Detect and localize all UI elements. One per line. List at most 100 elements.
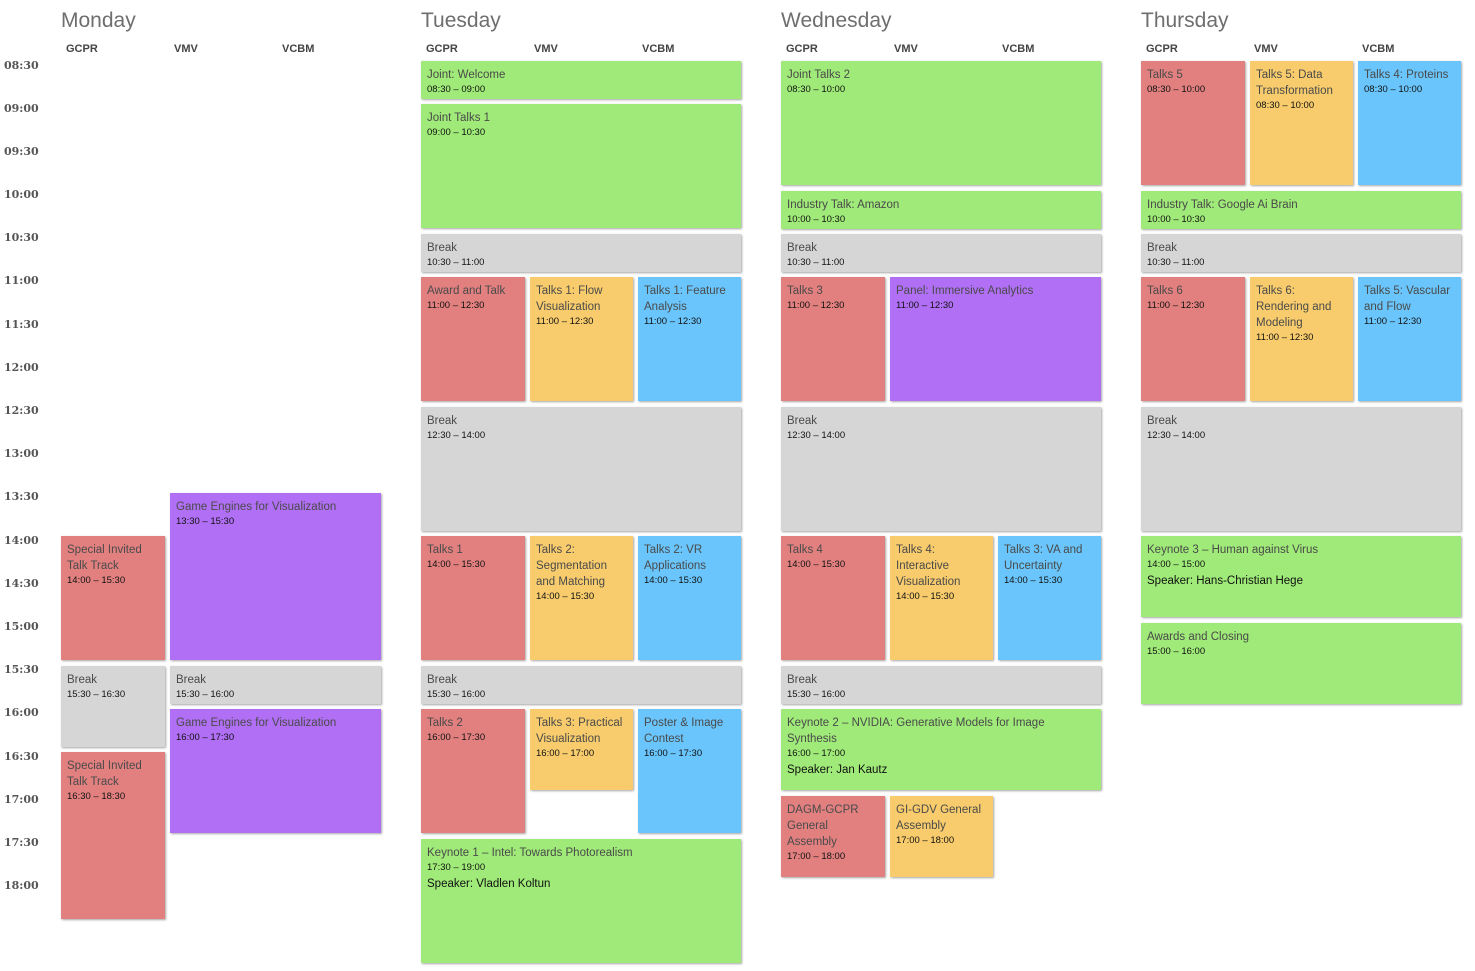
event-break[interactable]: Break 10:30 – 11:00 <box>421 234 741 272</box>
track-header-vcbm: VCBM <box>642 43 675 55</box>
event-time: 16:00 – 17:30 <box>176 732 235 743</box>
event-practical-visualization[interactable]: Talks 3: Practical Visualization 16:00 –… <box>530 709 633 790</box>
event-vr-applications[interactable]: Talks 2: VR Applications 14:00 – 15:30 <box>638 536 741 660</box>
event-game-engines[interactable]: Game Engines for Visualization 16:00 – 1… <box>170 709 381 833</box>
event-flow-visualization[interactable]: Talks 1: Flow Visualization 11:00 – 12:3… <box>530 277 633 401</box>
track-header-vcbm: VCBM <box>282 43 315 55</box>
event-time: 15:30 – 16:00 <box>787 689 846 700</box>
track-header-gcpr: GCPR <box>66 43 98 55</box>
event-time: 10:30 – 11:00 <box>427 257 485 268</box>
event-title: Break <box>1147 242 1178 254</box>
event-title: Break <box>787 674 818 686</box>
event-proteins[interactable]: Talks 4: Proteins 08:30 – 10:00 <box>1358 61 1461 185</box>
event-award-and-talk[interactable]: Award and Talk 11:00 – 12:30 <box>421 277 525 401</box>
event-time: 11:00 – 12:30 <box>1364 316 1422 327</box>
time-label: 10:30 <box>4 231 39 244</box>
event-time: 16:30 – 18:30 <box>67 791 126 802</box>
event-title: Keynote 2 – NVIDIA: Generative Models fo… <box>787 717 1045 745</box>
event-industry-talk-amazon[interactable]: Industry Talk: Amazon 10:00 – 10:30 <box>781 191 1101 229</box>
event-title: Industry Talk: Amazon <box>787 199 900 211</box>
event-title: Break <box>787 415 818 427</box>
event-joint-welcome[interactable]: Joint: Welcome 08:30 – 09:00 <box>421 61 741 99</box>
event-time: 08:30 – 10:00 <box>787 84 846 95</box>
track-header-vmv: VMV <box>534 43 558 55</box>
event-keynote-2[interactable]: Keynote 2 – NVIDIA: Generative Models fo… <box>781 709 1101 790</box>
event-title: Talks 1: Flow Visualization <box>536 285 603 313</box>
event-awards-and-closing[interactable]: Awards and Closing 15:00 – 16:00 <box>1141 623 1461 704</box>
event-talks-5[interactable]: Talks 5 08:30 – 10:00 <box>1141 61 1245 185</box>
event-vascular-and-flow[interactable]: Talks 5: Vascular and Flow 11:00 – 12:30 <box>1358 277 1461 401</box>
event-break[interactable]: Break 12:30 – 14:00 <box>421 407 741 531</box>
event-data-transformation[interactable]: Talks 5: Data Transformation 08:30 – 10:… <box>1250 61 1353 185</box>
time-label: 16:30 <box>4 750 39 763</box>
time-label: 12:30 <box>4 404 39 417</box>
event-break[interactable]: Break 15:30 – 16:00 <box>421 666 741 704</box>
event-time: 16:00 – 17:30 <box>644 748 703 759</box>
event-talks-3[interactable]: Talks 3 11:00 – 12:30 <box>781 277 885 401</box>
event-panel-immersive-analytics[interactable]: Panel: Immersive Analytics 11:00 – 12:30 <box>890 277 1101 401</box>
event-poster-image-contest[interactable]: Poster & Image Contest 16:00 – 17:30 <box>638 709 741 833</box>
event-special-invited-talk-track[interactable]: Special Invited Talk Track 14:00 – 15:30 <box>61 536 165 660</box>
event-va-and-uncertainty[interactable]: Talks 3: VA and Uncertainty 14:00 – 15:3… <box>998 536 1101 660</box>
event-title: Special Invited Talk Track <box>67 544 142 572</box>
event-gi-gdv-assembly[interactable]: GI-GDV General Assembly 17:00 – 18:00 <box>890 796 993 877</box>
event-break[interactable]: Break 10:30 – 11:00 <box>1141 234 1461 272</box>
event-dagm-gcpr-assembly[interactable]: DAGM-GCPR General Assembly 17:00 – 18:00 <box>781 796 885 877</box>
event-break[interactable]: Break 15:30 – 16:00 <box>781 666 1101 704</box>
event-title: Break <box>427 242 458 254</box>
event-break[interactable]: Break 12:30 – 14:00 <box>781 407 1101 531</box>
time-label: 08:30 <box>4 59 39 72</box>
time-label: 13:00 <box>4 447 39 460</box>
event-title: Talks 3: Practical Visualization <box>536 717 623 745</box>
event-talks-2[interactable]: Talks 2 16:00 – 17:30 <box>421 709 525 833</box>
event-keynote-1[interactable]: Keynote 1 – Intel: Towards Photorealism … <box>421 839 741 963</box>
event-time: 14:00 – 15:30 <box>787 559 846 570</box>
event-time: 15:30 – 16:30 <box>67 689 126 700</box>
event-time: 15:30 – 16:00 <box>427 689 486 700</box>
event-interactive-visualization[interactable]: Talks 4: Interactive Visualization 14:00… <box>890 536 993 660</box>
event-segmentation-and-matching[interactable]: Talks 2: Segmentation and Matching 14:00… <box>530 536 633 660</box>
event-break[interactable]: Break 12:30 – 14:00 <box>1141 407 1461 531</box>
event-title: Talks 1: Feature Analysis <box>644 285 726 313</box>
event-time: 10:30 – 11:00 <box>1147 257 1205 268</box>
event-title: Break <box>1147 415 1178 427</box>
event-time: 14:00 – 15:30 <box>536 591 595 602</box>
event-title: Talks 6: Rendering and Modeling <box>1256 285 1332 329</box>
event-title: Talks 5 <box>1147 69 1183 81</box>
event-title: Talks 4: Interactive Visualization <box>896 544 961 588</box>
event-time: 10:00 – 10:30 <box>787 214 846 225</box>
event-title: Joint Talks 1 <box>427 112 491 124</box>
event-time: 14:00 – 15:30 <box>1004 575 1063 586</box>
event-time: 17:00 – 18:00 <box>896 835 955 846</box>
event-talks-1[interactable]: Talks 1 14:00 – 15:30 <box>421 536 525 660</box>
event-title: Special Invited Talk Track <box>67 760 142 788</box>
event-joint-talks-1[interactable]: Joint Talks 1 09:00 – 10:30 <box>421 104 741 228</box>
event-special-invited-talk-track[interactable]: Special Invited Talk Track 16:30 – 18:30 <box>61 752 165 919</box>
event-time: 08:30 – 09:00 <box>427 84 486 95</box>
event-time: 11:00 – 12:30 <box>427 300 485 311</box>
event-rendering-and-modeling[interactable]: Talks 6: Rendering and Modeling 11:00 – … <box>1250 277 1353 401</box>
event-time: 17:00 – 18:00 <box>787 851 846 862</box>
event-time: 10:30 – 11:00 <box>787 257 845 268</box>
event-joint-talks-2[interactable]: Joint Talks 2 08:30 – 10:00 <box>781 61 1101 185</box>
event-break[interactable]: Break 15:30 – 16:30 <box>61 666 165 747</box>
track-header-vcbm: VCBM <box>1362 43 1395 55</box>
event-title: Break <box>67 674 98 686</box>
event-industry-talk-google[interactable]: Industry Talk: Google Ai Brain 10:00 – 1… <box>1141 191 1461 229</box>
event-time: 11:00 – 12:30 <box>536 316 594 327</box>
event-talks-4[interactable]: Talks 4 14:00 – 15:30 <box>781 536 885 660</box>
event-keynote-3[interactable]: Keynote 3 – Human against Virus 14:00 – … <box>1141 536 1461 617</box>
event-game-engines[interactable]: Game Engines for Visualization 13:30 – 1… <box>170 493 381 660</box>
event-time: 14:00 – 15:30 <box>644 575 703 586</box>
time-label: 10:00 <box>4 188 39 201</box>
event-time: 10:00 – 10:30 <box>1147 214 1206 225</box>
event-time: 08:30 – 10:00 <box>1256 100 1315 111</box>
event-break[interactable]: Break 15:30 – 16:00 <box>170 666 381 704</box>
time-label: 12:00 <box>4 361 39 374</box>
time-label: 17:00 <box>4 793 39 806</box>
time-label: 09:00 <box>4 102 39 115</box>
event-talks-6[interactable]: Talks 6 11:00 – 12:30 <box>1141 277 1245 401</box>
event-break[interactable]: Break 10:30 – 11:00 <box>781 234 1101 272</box>
day-title: Tuesday <box>421 9 501 32</box>
event-feature-analysis[interactable]: Talks 1: Feature Analysis 11:00 – 12:30 <box>638 277 741 401</box>
